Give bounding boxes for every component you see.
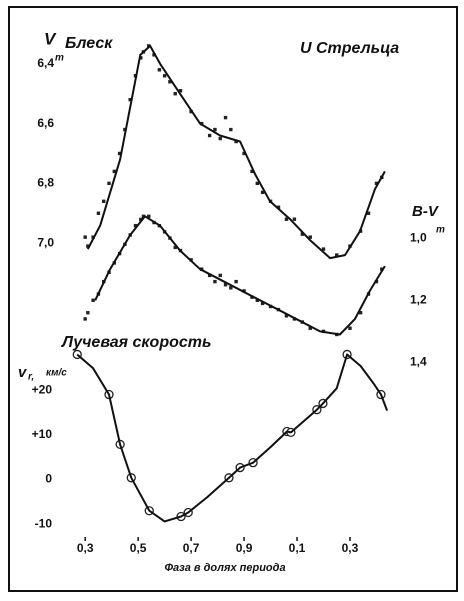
curve <box>94 215 386 336</box>
point <box>141 214 146 219</box>
x-tick-label: 0,1 <box>289 541 306 555</box>
y-tick-label: 0 <box>45 472 52 486</box>
point <box>250 169 254 174</box>
x-tick-label: 0,9 <box>236 541 253 555</box>
y-axis-unit: m <box>55 53 64 64</box>
point <box>229 127 233 132</box>
point <box>255 298 260 302</box>
point <box>86 311 90 315</box>
y-axis-label-sub: r, <box>28 372 34 383</box>
point <box>284 314 289 318</box>
point <box>178 89 183 93</box>
point <box>218 136 222 141</box>
point <box>366 211 371 215</box>
point <box>107 181 111 186</box>
point <box>292 217 297 221</box>
point <box>139 217 143 222</box>
point <box>348 326 352 330</box>
point <box>218 273 222 278</box>
x-axis-label: Фаза в долях периода <box>164 562 285 574</box>
y-tick-label: -10 <box>35 516 53 530</box>
y-axis-unit: m <box>436 225 445 236</box>
point <box>234 279 238 284</box>
y-axis-unit: км/с <box>46 368 67 379</box>
y-tick-label: 6,4 <box>37 56 54 70</box>
point <box>173 245 177 250</box>
point <box>255 181 260 186</box>
y-tick-label: 6,8 <box>37 176 54 190</box>
point <box>147 214 151 219</box>
point <box>207 273 212 278</box>
point <box>83 235 87 239</box>
point <box>308 235 312 239</box>
point <box>229 286 233 290</box>
point <box>91 298 95 302</box>
point <box>234 139 238 144</box>
point <box>133 223 138 228</box>
point <box>321 247 326 251</box>
point <box>173 92 177 96</box>
y-axis-label: V <box>44 29 57 48</box>
x-tick-label: 0,3 <box>77 541 94 555</box>
x-tick-label: 0,7 <box>183 541 200 555</box>
point <box>86 244 90 248</box>
point <box>223 283 228 287</box>
point <box>96 211 101 215</box>
point <box>162 74 167 78</box>
point <box>207 133 212 138</box>
point <box>213 279 217 284</box>
y-tick-label: +10 <box>32 427 53 441</box>
point <box>300 232 305 236</box>
point <box>157 68 162 72</box>
point <box>168 80 172 84</box>
point <box>128 97 132 102</box>
y-tick-label: 1,2 <box>410 292 427 306</box>
point <box>112 169 117 174</box>
point <box>358 311 363 315</box>
point <box>83 317 87 321</box>
curve <box>76 353 389 523</box>
point <box>223 115 228 120</box>
point <box>102 199 106 203</box>
point <box>260 301 265 306</box>
y-tick-label: 1,0 <box>410 230 427 244</box>
y-axis-label: v <box>18 364 28 381</box>
point <box>260 190 265 195</box>
point <box>335 253 339 257</box>
x-tick-label: 0,3 <box>342 541 359 555</box>
curve <box>86 44 386 260</box>
y-axis-label: B-V <box>412 203 440 220</box>
point <box>380 267 384 271</box>
point <box>284 217 289 221</box>
chart-subtitle: U Стрельца <box>300 40 399 57</box>
chart-title: Блеск <box>65 35 113 52</box>
point <box>242 151 246 156</box>
point <box>213 127 217 132</box>
y-tick-label: 1,4 <box>410 355 427 369</box>
chart-title: Лучевая скорость <box>61 334 211 351</box>
point <box>117 151 122 156</box>
point <box>374 181 379 186</box>
point <box>276 205 281 209</box>
y-tick-label: +20 <box>32 383 53 397</box>
x-tick-label: 0,5 <box>130 541 147 555</box>
point <box>308 326 312 330</box>
frame <box>8 6 458 592</box>
point <box>139 56 143 60</box>
y-tick-label: 6,6 <box>37 116 54 130</box>
y-tick-label: 7,0 <box>37 235 54 249</box>
